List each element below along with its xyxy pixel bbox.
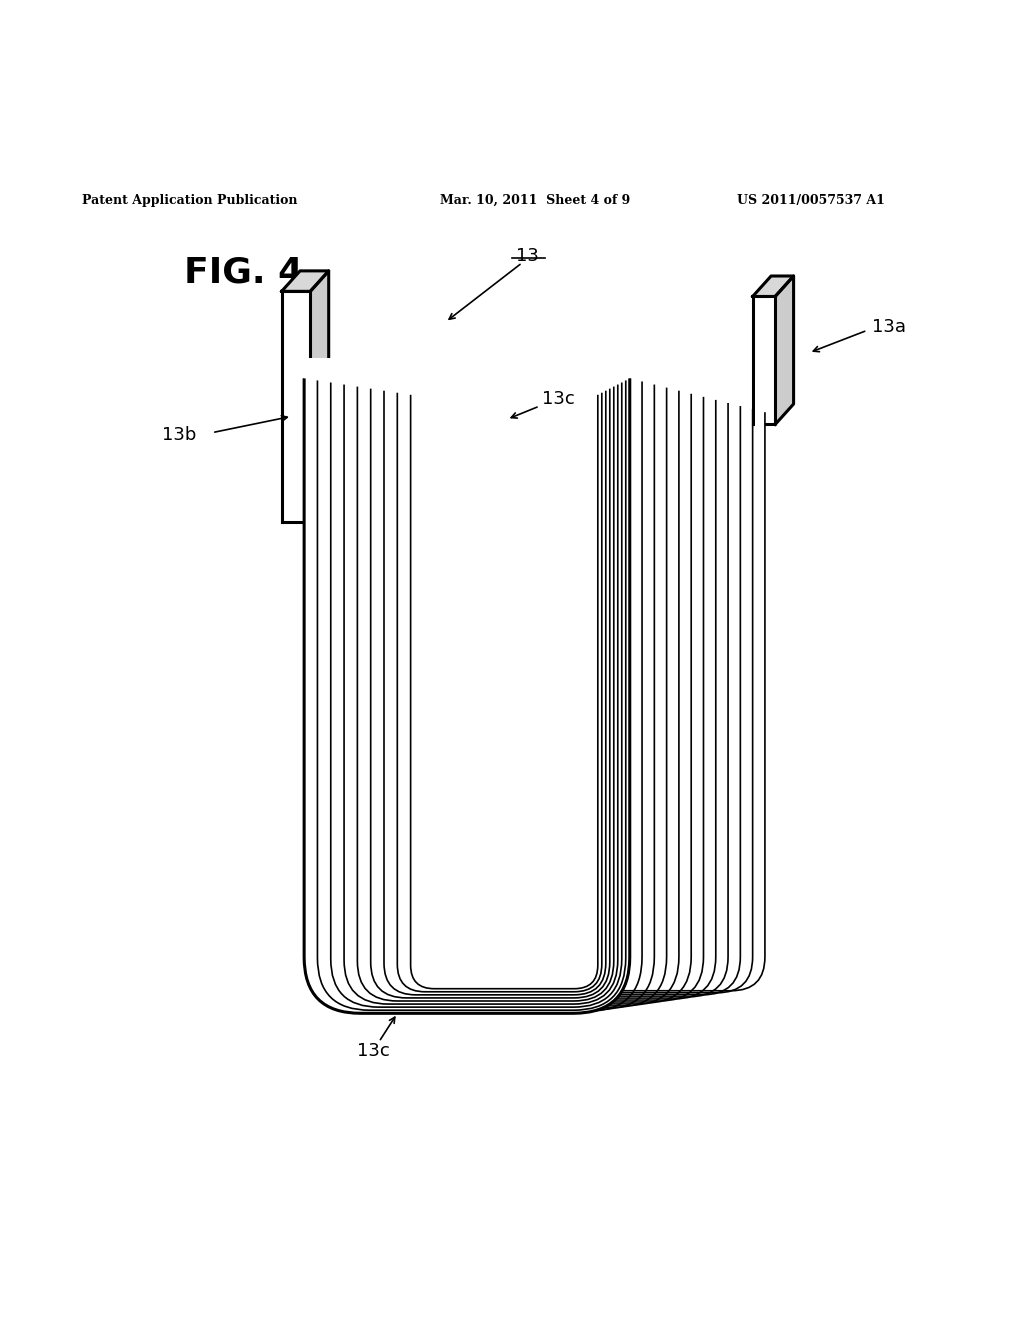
PathPatch shape <box>304 379 630 1014</box>
Bar <box>755 379 765 434</box>
PathPatch shape <box>331 383 622 1007</box>
Text: 13: 13 <box>516 247 539 264</box>
PathPatch shape <box>317 380 626 1010</box>
Text: 13b: 13b <box>162 426 197 444</box>
Text: 13c: 13c <box>357 1043 390 1060</box>
Polygon shape <box>753 297 775 425</box>
PathPatch shape <box>304 379 630 1014</box>
Bar <box>304 358 331 997</box>
Bar <box>308 374 312 527</box>
Text: 13a: 13a <box>871 318 906 337</box>
Text: US 2011/0057537 A1: US 2011/0057537 A1 <box>737 194 885 207</box>
Polygon shape <box>775 276 794 425</box>
Polygon shape <box>282 292 310 521</box>
PathPatch shape <box>384 391 606 995</box>
PathPatch shape <box>411 395 598 989</box>
Polygon shape <box>282 271 329 292</box>
PathPatch shape <box>371 388 610 998</box>
Polygon shape <box>753 276 794 297</box>
PathPatch shape <box>397 393 602 991</box>
Text: Mar. 10, 2011  Sheet 4 of 9: Mar. 10, 2011 Sheet 4 of 9 <box>440 194 631 207</box>
Text: FIG. 4: FIG. 4 <box>184 256 303 289</box>
Text: Patent Application Publication: Patent Application Publication <box>82 194 297 207</box>
PathPatch shape <box>357 387 613 1001</box>
Polygon shape <box>310 271 329 521</box>
PathPatch shape <box>344 384 617 1005</box>
Text: 13c: 13c <box>542 389 574 408</box>
